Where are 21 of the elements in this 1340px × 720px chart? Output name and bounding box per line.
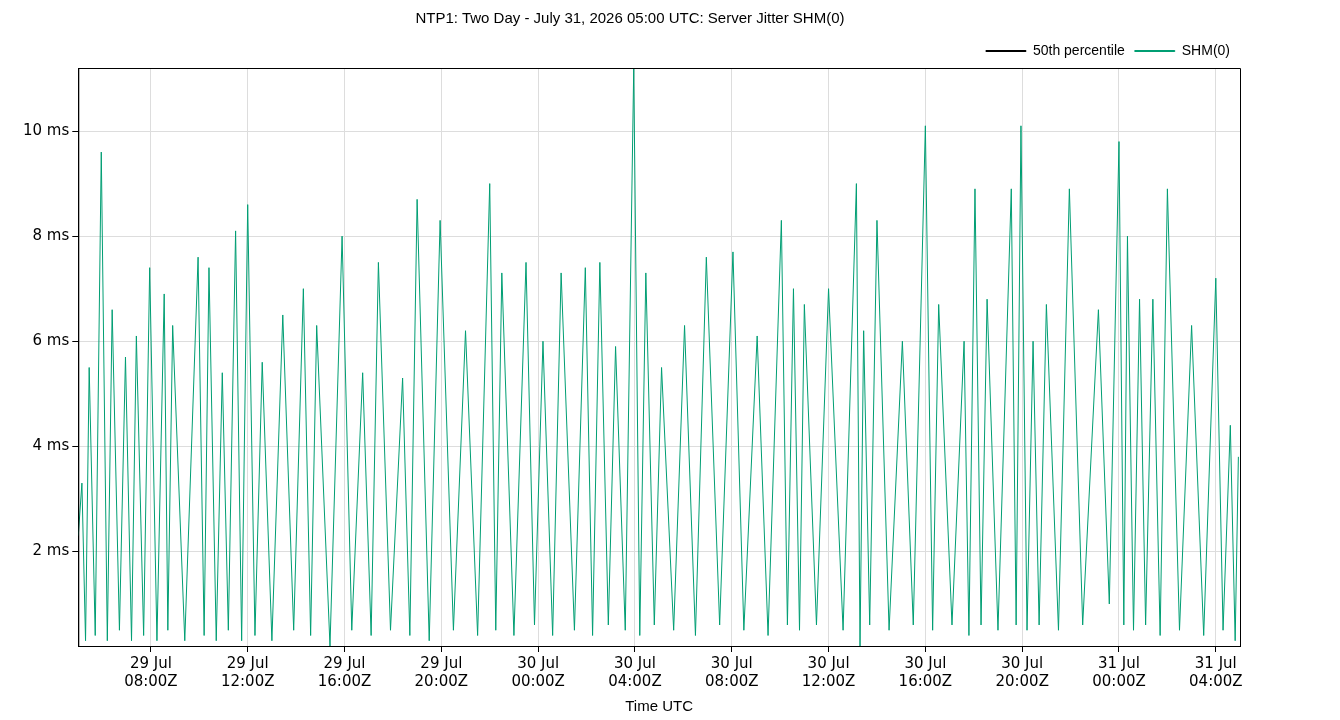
x-tick-label: 31 Jul 04:00Z bbox=[1189, 653, 1243, 690]
legend-label: 50th percentile bbox=[1032, 41, 1125, 58]
x-tick-label: 29 Jul 08:00Z bbox=[124, 653, 178, 690]
x-tick-label: 29 Jul 12:00Z bbox=[220, 653, 275, 690]
x-tick-label: 30 Jul 04:00Z bbox=[608, 653, 662, 690]
chart-title: NTP1: Two Day - July 31, 2026 05:00 UTC: Server Jitter SHM(0) bbox=[415, 9, 845, 27]
legend-label: SHM(0) bbox=[1181, 41, 1231, 58]
x-tick-label: 30 Jul 00:00Z bbox=[511, 653, 565, 690]
y-tick-label: 2 ms bbox=[32, 541, 70, 560]
x-tick-label: 30 Jul 08:00Z bbox=[704, 653, 759, 690]
x-tick-label: 29 Jul 16:00Z bbox=[317, 653, 372, 690]
x-tick-label: 29 Jul 20:00Z bbox=[414, 653, 469, 690]
y-tick-label: 6 ms bbox=[32, 331, 70, 350]
x-axis-title: Time UTC bbox=[625, 697, 694, 715]
y-tick-label: 10 ms bbox=[22, 120, 70, 139]
x-tick-label: 31 Jul 00:00Z bbox=[1092, 653, 1146, 690]
y-tick-label: 4 ms bbox=[32, 436, 70, 455]
y-tick-label: 8 ms bbox=[32, 226, 70, 245]
x-tick-label: 30 Jul 12:00Z bbox=[801, 653, 856, 690]
x-tick-label: 30 Jul 16:00Z bbox=[898, 653, 953, 690]
x-tick-label: 30 Jul 20:00Z bbox=[995, 653, 1049, 690]
